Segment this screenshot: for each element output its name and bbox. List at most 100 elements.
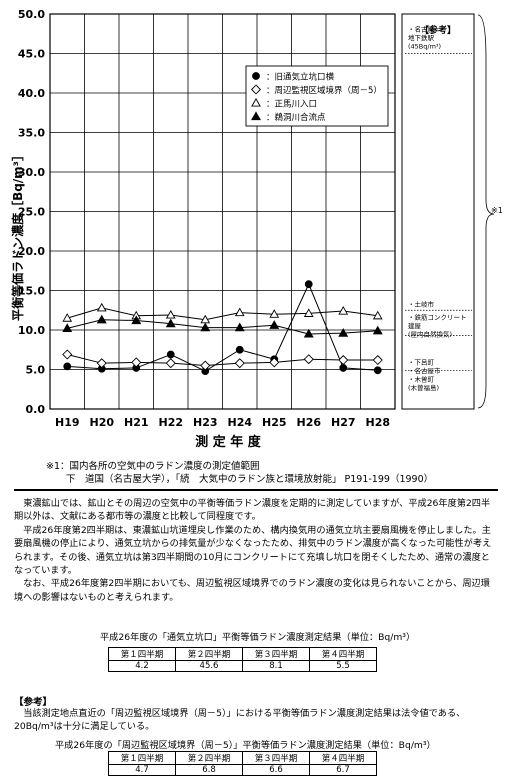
reference-body: 当該測定地点直近の「周辺監視区域境界（周－5）」における平衡等価ラドン濃度測定結… [14, 707, 498, 734]
x-tick-label: H19 [55, 416, 80, 429]
data-point [269, 309, 280, 318]
data-point [338, 306, 349, 315]
legend-marker [252, 72, 260, 80]
data-point [200, 322, 211, 332]
table1-header-q3: 第３四半期 [242, 647, 310, 661]
table1-value-q1: 4.2 [108, 660, 176, 672]
legend-marker [251, 97, 261, 107]
table1-caption: 平成26年度の「通気立坑口」平衡等価ラドン濃度測定結果（単位：Bq/m³） [100, 632, 416, 643]
bracket-note: ※1 [491, 206, 503, 215]
y-tick-label: 45.0 [18, 48, 45, 61]
series-line [67, 319, 378, 335]
y-tick-label: 0.0 [26, 403, 46, 416]
reference-label: ・名古屋地下鉄駅(45Bq/m³) [408, 25, 441, 51]
y-tick-label: 10.0 [18, 324, 45, 337]
table2-value-q1: 4.7 [108, 764, 176, 776]
x-tick-label: H22 [158, 416, 183, 429]
data-point [165, 318, 176, 328]
y-tick-label: 5.0 [26, 364, 46, 377]
data-point [338, 354, 349, 366]
data-point [372, 325, 383, 335]
reference-title: 【参考】 [14, 697, 53, 708]
reference-text: 当該測定地点直近の「周辺監視区域境界（周－5）」における平衡等価ラドン濃度測定結… [14, 708, 466, 733]
data-point [303, 354, 314, 365]
data-point [165, 309, 176, 319]
y-tick-label: 20.0 [18, 245, 45, 258]
data-point [269, 357, 280, 368]
legend-label: ：旧通気立坑口横 [266, 72, 335, 83]
data-point [234, 358, 245, 369]
data-point [338, 328, 349, 337]
data-point [372, 310, 383, 320]
data-point [131, 357, 142, 368]
radon-chart: 0.0 5.0 10.0 15.0 20.0 25.0 30.0 35.0 40.0 45.0 50… [10, 8, 503, 450]
data-point [166, 350, 175, 359]
legend-label: ：周辺監視区域境界（周－5） [266, 85, 382, 96]
reference-panel-title: 【参考】 [420, 24, 456, 36]
data-point [62, 349, 73, 360]
x-tick-label: H23 [193, 416, 218, 429]
series-line [67, 307, 378, 321]
data-point [269, 320, 280, 329]
series-1 [63, 280, 382, 375]
y-tick-label: 15.0 [18, 285, 45, 298]
x-tick-label: H21 [124, 416, 149, 429]
body-paragraph-2: 平成26年度第2四半期は、東濃鉱山坑道埋戻し作業のため、構内換気用の通気立坑主要… [14, 524, 492, 577]
chart-series [62, 280, 383, 375]
table1-value-q2: 45.6 [175, 660, 243, 672]
x-tick-label: H24 [227, 416, 252, 429]
footnote-line-2: 下 道国（名古屋大学），「続 大気中のラドン族と環境放射能」 P191-199（… [66, 474, 434, 485]
legend-marker [251, 111, 261, 121]
series-line [67, 282, 378, 372]
series-3 [62, 302, 383, 324]
series-2 [62, 349, 383, 371]
y-axis-label: 平衡等価ラドン濃度［Bq/m³］ [10, 149, 25, 321]
data-point [304, 280, 313, 289]
series-line [67, 354, 378, 367]
data-point [96, 358, 107, 369]
data-point [235, 345, 244, 354]
reference-panel: 【参考】 ・名古屋地下鉄駅(45Bq/m³) ・土岐市・鉄筋コンクリート建屋(屋内… [401, 13, 495, 410]
table1-value-q4: 5.5 [309, 660, 377, 672]
series-4 [62, 314, 383, 338]
data-point [62, 313, 73, 322]
x-axis-label: 測 定 年 度 [195, 434, 262, 450]
data-point [339, 364, 348, 372]
body-paragraph-3: なお、平成26年度第2四半期においても、周辺監視区域境界でのラドン濃度の変化は見… [14, 578, 490, 603]
x-tick-label: H27 [331, 416, 356, 429]
data-point [63, 362, 72, 371]
reference-label: ・下呂町・名古屋市・木曽町(木曽福島) [408, 358, 441, 392]
table2-header-q3: 第３四半期 [242, 751, 310, 765]
y-tick-label: 25.0 [18, 206, 45, 219]
footnote-line-1: ※1：国内各所の空気中のラドン濃度の測定値範囲 [46, 461, 260, 472]
legend-label: ：鵜洞川合流点 [266, 112, 326, 123]
data-point [62, 323, 73, 333]
table1: 第１四半期 第２四半期 第３四半期 第４四半期 4.2 45.6 8.1 5.5 [108, 647, 377, 672]
table2-value-q4: 6.7 [309, 764, 377, 776]
x-tick-label: H20 [89, 416, 114, 429]
legend-marker [250, 84, 262, 95]
y-tick-labels: 0.0 5.0 10.0 15.0 20.0 25.0 30.0 35.0 40.0 45.0 50… [18, 8, 45, 416]
y-tick-label: 30.0 [18, 166, 45, 179]
x-tick-label: H28 [365, 416, 390, 429]
data-point [372, 354, 383, 366]
x-tick-label: H26 [296, 416, 321, 429]
data-point [234, 322, 245, 332]
table2-header-q2: 第２四半期 [175, 751, 243, 765]
table1-header-q1: 第１四半期 [108, 647, 176, 661]
data-point [234, 307, 245, 317]
table1-header-q2: 第２四半期 [175, 647, 243, 661]
data-point [373, 366, 382, 375]
data-point [303, 308, 314, 317]
body-paragraph-1: 東濃鉱山では、鉱山とその周辺の空気中の平衡等価ラドン濃度を定期的に測定しています… [14, 498, 491, 523]
table1-header-q4: 第４四半期 [309, 647, 377, 661]
chart-legend: ：旧通気立坑口横 ：周辺監視区域境界（周－5） ：正馬川入口 ：鵜洞川合流点 [245, 65, 389, 127]
reference-label: ・土岐市 [408, 299, 435, 308]
data-point [96, 302, 107, 312]
y-tick-label: 50.0 [18, 8, 45, 21]
y-tick-label: 40.0 [18, 87, 45, 100]
x-tick-labels: H19 H20 H21 H22 H23 H24 H25 H26 H27 H28 [55, 416, 390, 429]
legend-label: ：正馬川入口 [266, 100, 317, 110]
y-tick-label: 35.0 [18, 127, 45, 140]
data-point [131, 315, 142, 325]
